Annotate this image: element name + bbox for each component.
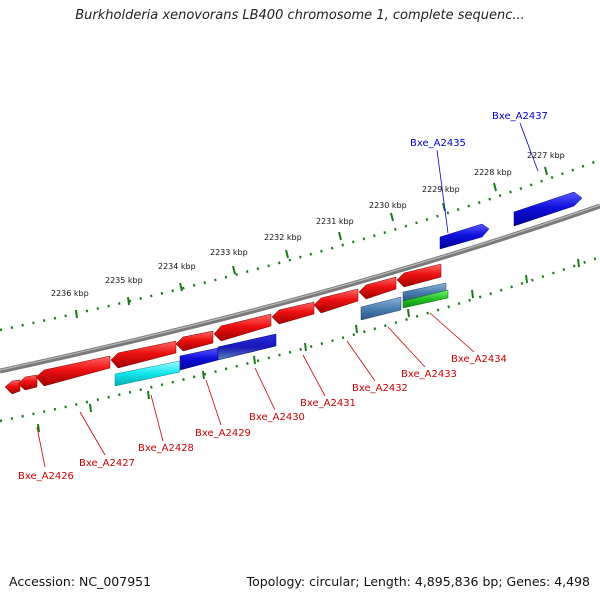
gene-feature-Bxe_A2435[interactable] (439, 223, 490, 250)
gene-label-Bxe_A2431[interactable]: Bxe_A2431 (300, 398, 356, 409)
gene-label-Bxe_A2426[interactable]: Bxe_A2426 (18, 471, 74, 482)
feature-annotation-bands (114, 282, 449, 387)
kbp-label: 2227 kbp (527, 151, 565, 160)
gene-feature-Bxe_A2427[interactable] (35, 355, 111, 387)
band-cyan (114, 360, 181, 387)
gene-feature-Bxe_A2429[interactable] (175, 330, 214, 352)
gene-label-Bxe_A2427[interactable]: Bxe_A2427 (79, 458, 135, 469)
gene-labels: Bxe_A2426 Bxe_A2427 Bxe_A2428 Bxe_A2429 … (18, 111, 548, 482)
genome-summary: Topology: circular; Length: 4,895,836 bp… (246, 574, 590, 589)
gene-label-Bxe_A2432[interactable]: Bxe_A2432 (352, 383, 408, 394)
kbp-label: 2234 kbp (158, 262, 196, 271)
chromosome-backbone (0, 203, 600, 374)
gene-feature-Bxe_A2426-a[interactable] (4, 379, 21, 395)
gene-feature-Bxe_A2433[interactable] (358, 276, 397, 300)
outer-scale-ruler (0, 158, 600, 332)
gene-label-Bxe_A2434[interactable]: Bxe_A2434 (451, 354, 507, 365)
forward-strand-genes (439, 191, 583, 250)
gene-label-Bxe_A2437[interactable]: Bxe_A2437 (492, 111, 548, 122)
kbp-label: 2236 kbp (51, 289, 89, 298)
band-blue (179, 347, 219, 371)
accession-label: Accession: NC_007951 (9, 574, 152, 589)
gene-label-Bxe_A2428[interactable]: Bxe_A2428 (138, 443, 194, 454)
label-leader-lines (36, 122, 539, 468)
gene-label-Bxe_A2429[interactable]: Bxe_A2429 (195, 428, 251, 439)
gene-label-Bxe_A2435[interactable]: Bxe_A2435 (410, 138, 466, 149)
gene-feature-Bxe_A2431[interactable] (271, 301, 315, 325)
gene-feature-Bxe_A2428[interactable] (110, 340, 177, 369)
kbp-label: 2233 kbp (210, 248, 248, 257)
band-blue-steel (217, 333, 277, 361)
band-steel-1 (360, 296, 402, 321)
outer-ruler-major-ticks (75, 166, 548, 319)
kbp-labels: 2236 kbp 2235 kbp 2234 kbp 2233 kbp 2232… (51, 151, 565, 298)
gene-label-Bxe_A2433[interactable]: Bxe_A2433 (401, 369, 457, 380)
kbp-label: 2231 kbp (316, 217, 354, 226)
gene-feature-Bxe_A2426-b[interactable] (17, 374, 38, 391)
gene-feature-Bxe_A2430[interactable] (213, 313, 272, 342)
kbp-label: 2235 kbp (105, 276, 143, 285)
kbp-label: 2232 kbp (264, 233, 302, 242)
gene-feature-Bxe_A2434[interactable] (396, 263, 442, 288)
gene-feature-Bxe_A2437[interactable] (513, 191, 583, 227)
gene-feature-Bxe_A2432[interactable] (313, 288, 359, 314)
chromosome-backbone-highlight (0, 204, 600, 371)
gene-label-Bxe_A2430[interactable]: Bxe_A2430 (249, 412, 305, 423)
kbp-label: 2228 kbp (474, 168, 512, 177)
inner-ruler-major-ticks (37, 258, 580, 433)
kbp-label: 2229 kbp (422, 185, 460, 194)
reverse-strand-genes (4, 263, 442, 395)
inner-scale-ruler (0, 255, 600, 423)
kbp-label: 2230 kbp (369, 201, 407, 210)
band-green (402, 289, 449, 309)
map-title: Burkholderia xenovorans LB400 chromosome… (75, 8, 525, 23)
